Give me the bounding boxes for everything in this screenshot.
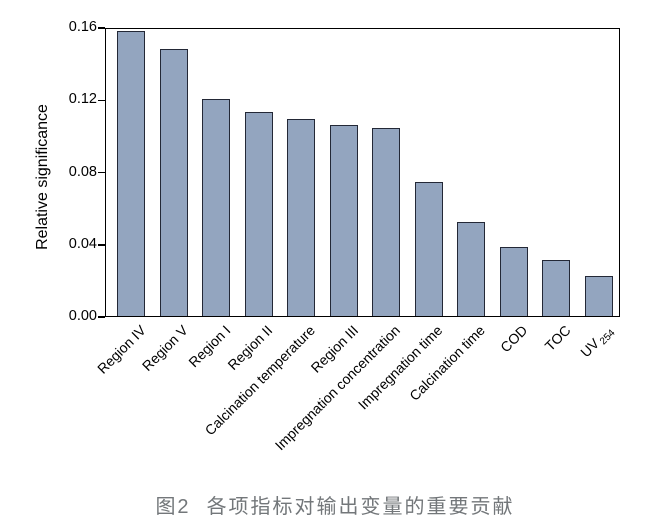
y-tick-label: 0.12 — [68, 91, 97, 108]
y-tick-mark — [98, 171, 105, 174]
bar-calcination-temperature — [287, 119, 315, 316]
bar-toc — [542, 260, 570, 316]
x-tick-label-uv254: UV254 — [577, 327, 618, 361]
bar-region-iv — [117, 30, 145, 316]
y-tick-label: 0.16 — [68, 19, 97, 35]
x-tick-label-subscript: 254 — [598, 327, 618, 348]
bar-region-v — [159, 48, 188, 316]
y-tick-label: 0.08 — [68, 163, 97, 180]
bar-uv254 — [584, 276, 613, 316]
x-tick-label-region-v: Region V — [138, 322, 191, 375]
plot-area — [105, 28, 620, 317]
x-tick-label-region-iv: Region IV — [93, 322, 149, 377]
y-tick-label: 0.00 — [68, 308, 97, 324]
figure-caption: 图2 各项指标对输出变量的重要贡献 — [0, 490, 670, 519]
caption-label: 图2 — [155, 496, 191, 518]
y-axis-label: Relative significance — [34, 104, 51, 250]
y-tick-mark — [98, 99, 105, 101]
bar-impregnation-concentration — [372, 128, 400, 316]
y-tick-mark — [98, 244, 105, 246]
caption-text: 各项指标对输出变量的重要贡献 — [206, 496, 515, 518]
bar-region-ii — [244, 111, 273, 316]
y-tick-mark — [98, 27, 105, 29]
bar-region-iii — [329, 124, 358, 316]
y-tick-mark — [98, 316, 105, 318]
x-tick-label-toc: TOC — [541, 322, 574, 355]
x-tick-label-calcination-time: Calcination time — [406, 322, 489, 404]
bar-cod — [499, 247, 528, 316]
bar-region-i — [202, 99, 230, 316]
x-tick-label-cod: COD — [497, 322, 531, 356]
bar-impregnation-time — [414, 182, 443, 316]
bar-calcination-time — [457, 222, 485, 316]
y-tick-label: 0.04 — [68, 235, 97, 252]
